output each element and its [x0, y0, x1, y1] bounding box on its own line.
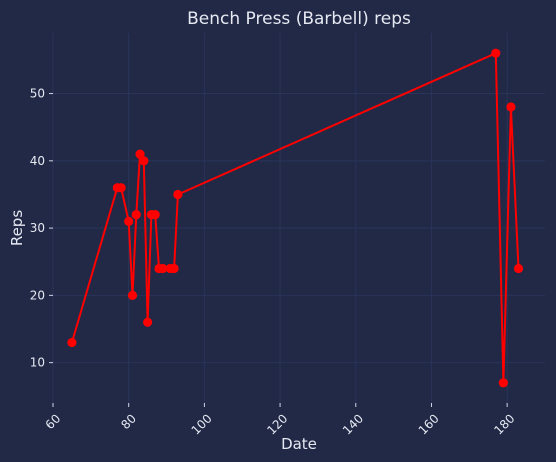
data-point [498, 378, 508, 388]
grid-layer [52, 33, 545, 403]
data-point [150, 210, 160, 220]
y-tick-label: 50 [30, 87, 45, 101]
data-point [67, 337, 77, 348]
series-layer [67, 48, 524, 388]
data-point [139, 156, 149, 166]
data-point [135, 149, 145, 159]
data-point [116, 183, 126, 193]
x-tick-label: 180 [491, 411, 517, 437]
x-tick-label: 120 [264, 411, 290, 437]
x-tick-label: 60 [43, 411, 64, 432]
data-point [143, 317, 153, 327]
tick-layer: 60 80 100 120 140 160 180 10 20 30 40 50 [30, 87, 518, 438]
y-tick-label: 30 [30, 221, 45, 235]
chart-title: Bench Press (Barbell) reps [187, 9, 411, 29]
data-point [491, 48, 501, 58]
data-point [158, 263, 168, 274]
x-axis-label: Date [281, 435, 317, 453]
data-point [131, 210, 141, 220]
y-tick-label: 10 [30, 356, 45, 370]
data-point [124, 216, 134, 226]
x-tick-label: 160 [416, 411, 442, 437]
data-point [506, 102, 516, 112]
data-point [169, 263, 179, 274]
y-axis-label: Reps [8, 210, 26, 246]
x-tick-label: 80 [118, 411, 139, 432]
data-point [173, 189, 183, 200]
data-point [127, 290, 138, 300]
y-tick-label: 40 [30, 154, 45, 168]
x-tick-label: 100 [189, 411, 215, 437]
data-point [513, 263, 524, 274]
x-tick-label: 140 [340, 411, 366, 437]
y-tick-label: 20 [30, 288, 45, 302]
